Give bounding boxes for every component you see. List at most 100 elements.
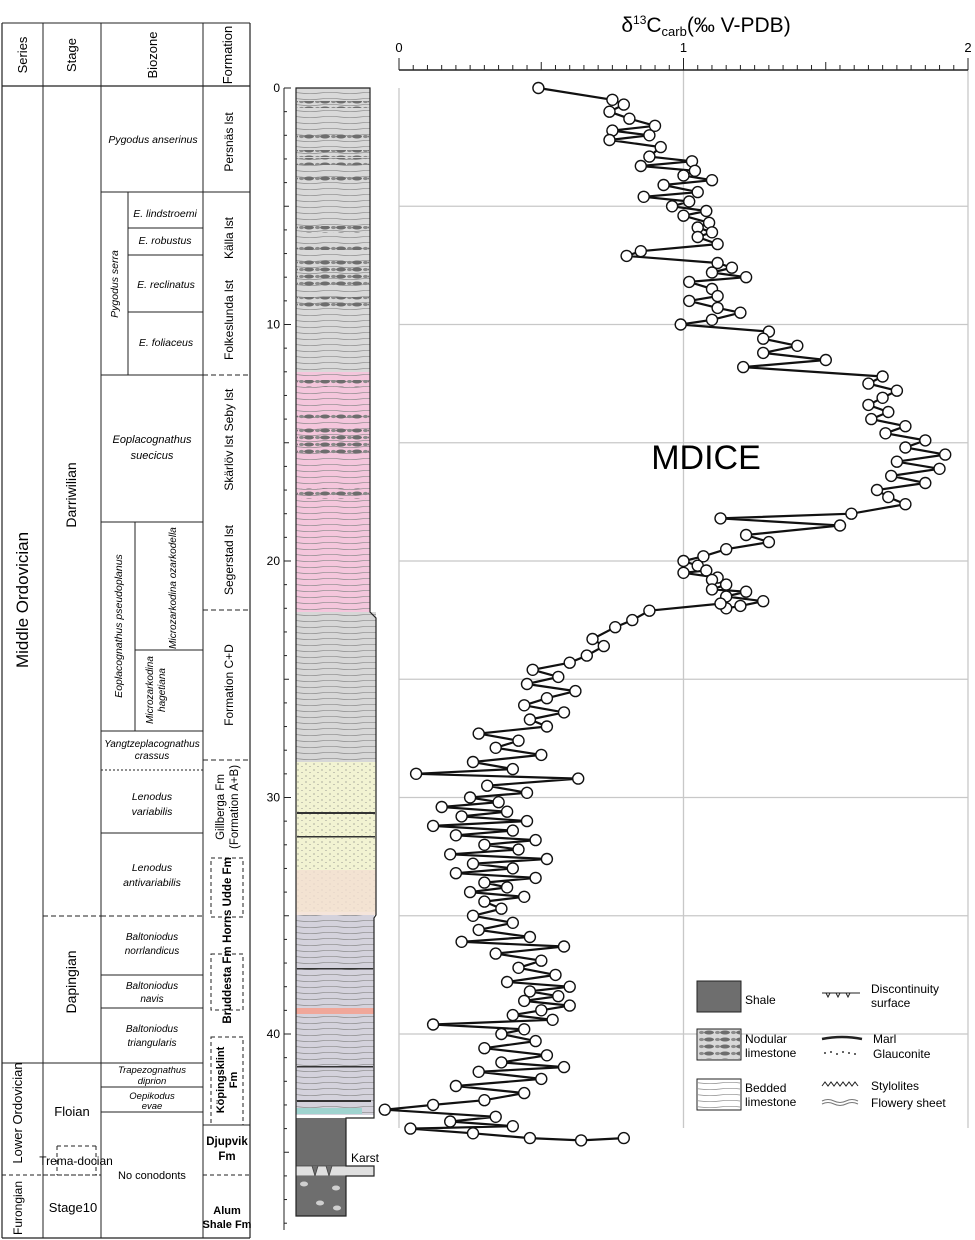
data-point bbox=[882, 405, 895, 419]
column-outline bbox=[295, 87, 377, 1217]
formation-kopingsklint-line2: Fm bbox=[228, 1072, 240, 1089]
data-point bbox=[463, 885, 477, 899]
depth-tick-label: 30 bbox=[267, 791, 281, 805]
nodular-band bbox=[297, 428, 369, 456]
data-point bbox=[739, 585, 753, 598]
data-point bbox=[478, 838, 491, 851]
depth-tick-label: 20 bbox=[267, 554, 281, 568]
biozone-pygodus-serra: Pygodus serra bbox=[109, 250, 121, 318]
data-point bbox=[409, 767, 423, 780]
legend-glauconite-label: Glauconite bbox=[873, 1047, 931, 1061]
data-point bbox=[449, 867, 463, 880]
data-point bbox=[791, 339, 804, 352]
mdice-label: MDICE bbox=[651, 439, 761, 477]
data-point bbox=[552, 990, 565, 1003]
data-point bbox=[472, 923, 485, 937]
data-point bbox=[506, 1008, 519, 1022]
data-point bbox=[939, 448, 952, 461]
data-point bbox=[643, 129, 656, 142]
biozone-e-reclinatus: E. reclinatus bbox=[137, 279, 196, 291]
data-point bbox=[705, 583, 719, 596]
biozone-yangtzeplacognathus-crassus-line1: Yangtzeplacognathus bbox=[104, 739, 199, 750]
data-point bbox=[569, 684, 582, 698]
peach-interval bbox=[296, 870, 376, 915]
data-point bbox=[697, 550, 710, 563]
marl-line bbox=[297, 1100, 371, 1102]
data-point bbox=[506, 916, 519, 929]
data-point bbox=[677, 554, 690, 568]
data-point bbox=[683, 294, 696, 308]
biozone-oepikodus-evae-line2: evae bbox=[142, 1101, 163, 1112]
legend-marl-label: Marl bbox=[873, 1032, 896, 1046]
formation-horns-udde: Horns Udde Fm bbox=[222, 857, 234, 943]
data-point bbox=[720, 543, 733, 556]
formation-folkeslunda: Folkeslunda lst bbox=[222, 279, 236, 360]
lithology-column: Karst bbox=[295, 87, 380, 1217]
data-point bbox=[688, 164, 702, 178]
nodular-band bbox=[297, 150, 369, 157]
data-point bbox=[535, 748, 548, 762]
data-point bbox=[523, 985, 537, 998]
stage-stage10: Stage10 bbox=[49, 1200, 97, 1215]
chart-x-axis: 0 1 2 bbox=[395, 40, 972, 71]
formation-skarlov: Skärlöv lst bbox=[222, 435, 236, 491]
data-point bbox=[845, 507, 858, 520]
legend-bedded-pattern bbox=[698, 1080, 740, 1109]
data-point bbox=[714, 512, 727, 525]
legend-stylolites-symbol bbox=[821, 1081, 859, 1087]
marl-line bbox=[297, 1066, 373, 1068]
teal-bed bbox=[296, 1108, 362, 1114]
data-point bbox=[677, 169, 690, 182]
data-point bbox=[739, 271, 753, 284]
header-series: Series bbox=[15, 36, 30, 73]
biozone-baltoniodus-navis-line1: Baltoniodus bbox=[126, 981, 178, 992]
data-point bbox=[489, 741, 502, 754]
data-point bbox=[466, 1127, 480, 1140]
legend-shale-swatch bbox=[696, 980, 742, 1013]
data-point bbox=[500, 975, 514, 989]
data-point bbox=[529, 1034, 542, 1048]
biozone-eoplacognathus-suecicus-line1: Eoplacognathus bbox=[113, 434, 192, 446]
stage-dapingian: Dapingian bbox=[63, 950, 79, 1013]
biozone-baltoniodus-norrlandicus-line1: Baltoniodus bbox=[126, 932, 178, 943]
data-point bbox=[506, 862, 519, 875]
data-point bbox=[463, 791, 477, 804]
data-point bbox=[674, 318, 687, 331]
data-point bbox=[478, 876, 491, 889]
biozone-e-robustus: E. robustus bbox=[138, 235, 192, 247]
data-point bbox=[523, 930, 537, 944]
data-point bbox=[870, 483, 884, 497]
alum-concretion bbox=[316, 1200, 324, 1206]
data-point bbox=[919, 476, 932, 490]
data-point bbox=[495, 902, 508, 915]
header-formation: Formation bbox=[220, 26, 235, 85]
stage-darriwilian: Darriwilian bbox=[63, 462, 79, 527]
data-point bbox=[466, 755, 480, 769]
data-point bbox=[466, 909, 480, 922]
data-point bbox=[714, 597, 727, 610]
nodular-band bbox=[297, 133, 369, 141]
depth-tick-label: 10 bbox=[267, 318, 281, 332]
legend-bedded-line1: Bedded bbox=[745, 1081, 786, 1095]
data-point bbox=[586, 632, 599, 646]
alum-concretion bbox=[300, 1181, 308, 1187]
data-point bbox=[705, 173, 719, 187]
depth-tick-label: 0 bbox=[273, 81, 280, 95]
data-point bbox=[643, 604, 656, 617]
data-point bbox=[449, 1079, 463, 1093]
data-point bbox=[700, 204, 713, 218]
data-point bbox=[500, 881, 514, 894]
data-point bbox=[890, 455, 904, 468]
data-point bbox=[882, 490, 895, 504]
data-point bbox=[563, 656, 576, 669]
data-point bbox=[492, 796, 505, 809]
data-point bbox=[677, 566, 690, 579]
x-tick-label: 2 bbox=[964, 40, 971, 55]
data-point bbox=[455, 810, 468, 823]
data-point bbox=[634, 244, 647, 258]
data-point bbox=[862, 398, 875, 412]
chart-series bbox=[378, 81, 952, 1147]
data-point bbox=[665, 200, 679, 213]
biozone-lenodus-antivariabilis-line2: antivariabilis bbox=[123, 877, 182, 889]
data-point bbox=[506, 824, 519, 837]
